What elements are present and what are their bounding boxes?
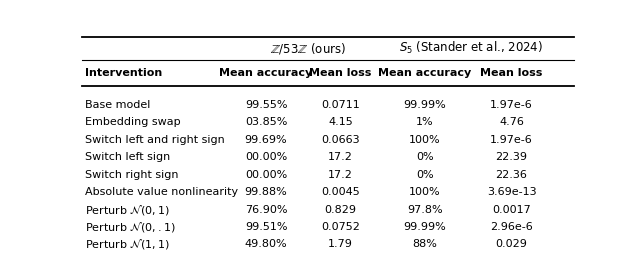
Text: 4.15: 4.15 — [328, 117, 353, 127]
Text: 2.96e-6: 2.96e-6 — [490, 222, 533, 232]
Text: Perturb $\mathcal{N}(0,1)$: Perturb $\mathcal{N}(0,1)$ — [85, 203, 170, 217]
Text: 0.0045: 0.0045 — [321, 187, 360, 197]
Text: Base model: Base model — [85, 100, 150, 110]
Text: 100%: 100% — [409, 135, 440, 145]
Text: 49.80%: 49.80% — [244, 239, 287, 249]
Text: 88%: 88% — [412, 239, 437, 249]
Text: 00.00%: 00.00% — [245, 170, 287, 180]
Text: Mean accuracy: Mean accuracy — [220, 68, 312, 78]
Text: 22.39: 22.39 — [495, 152, 527, 162]
Text: 03.85%: 03.85% — [245, 117, 287, 127]
Text: 17.2: 17.2 — [328, 152, 353, 162]
Text: 0%: 0% — [416, 152, 433, 162]
Text: Switch left sign: Switch left sign — [85, 152, 170, 162]
Text: 0.0663: 0.0663 — [321, 135, 360, 145]
Text: 76.90%: 76.90% — [244, 205, 287, 215]
Text: 97.8%: 97.8% — [407, 205, 442, 215]
Text: 0.0017: 0.0017 — [492, 205, 531, 215]
Text: Perturb $\mathcal{N}(1,1)$: Perturb $\mathcal{N}(1,1)$ — [85, 237, 170, 251]
Text: 0.829: 0.829 — [324, 205, 356, 215]
Text: 99.69%: 99.69% — [244, 135, 287, 145]
Text: 99.51%: 99.51% — [244, 222, 287, 232]
Text: Perturb $\mathcal{N}(1,-1)$: Perturb $\mathcal{N}(1,-1)$ — [85, 255, 184, 257]
Text: 00.00%: 00.00% — [245, 152, 287, 162]
Text: 99.99%: 99.99% — [403, 100, 446, 110]
Text: 99.55%: 99.55% — [244, 100, 287, 110]
Text: 100%: 100% — [409, 187, 440, 197]
Text: 99.99%: 99.99% — [403, 222, 446, 232]
Text: Mean loss: Mean loss — [481, 68, 543, 78]
Text: 0%: 0% — [416, 170, 433, 180]
Text: 1.97e-6: 1.97e-6 — [490, 135, 533, 145]
Text: Perturb $\mathcal{N}(0,.1)$: Perturb $\mathcal{N}(0,.1)$ — [85, 220, 175, 234]
Text: 1.79: 1.79 — [328, 239, 353, 249]
Text: Mean accuracy: Mean accuracy — [378, 68, 471, 78]
Text: Absolute value nonlinearity: Absolute value nonlinearity — [85, 187, 238, 197]
Text: Switch right sign: Switch right sign — [85, 170, 179, 180]
Text: 22.36: 22.36 — [495, 170, 527, 180]
Text: 17.2: 17.2 — [328, 170, 353, 180]
Text: Switch left and right sign: Switch left and right sign — [85, 135, 225, 145]
Text: 1%: 1% — [416, 117, 433, 127]
Text: 99.88%: 99.88% — [244, 187, 287, 197]
Text: Mean loss: Mean loss — [309, 68, 372, 78]
Text: 0.0711: 0.0711 — [321, 100, 360, 110]
Text: Intervention: Intervention — [85, 68, 162, 78]
Text: 3.69e-13: 3.69e-13 — [486, 187, 536, 197]
Text: Embedding swap: Embedding swap — [85, 117, 180, 127]
Text: 1.97e-6: 1.97e-6 — [490, 100, 533, 110]
Text: $\mathbb{Z}/53\mathbb{Z}$ (ours): $\mathbb{Z}/53\mathbb{Z}$ (ours) — [270, 41, 346, 56]
Text: 0.0752: 0.0752 — [321, 222, 360, 232]
Text: $S_5$ (Stander et al., 2024): $S_5$ (Stander et al., 2024) — [399, 40, 543, 56]
Text: 4.76: 4.76 — [499, 117, 524, 127]
Text: 0.029: 0.029 — [495, 239, 527, 249]
